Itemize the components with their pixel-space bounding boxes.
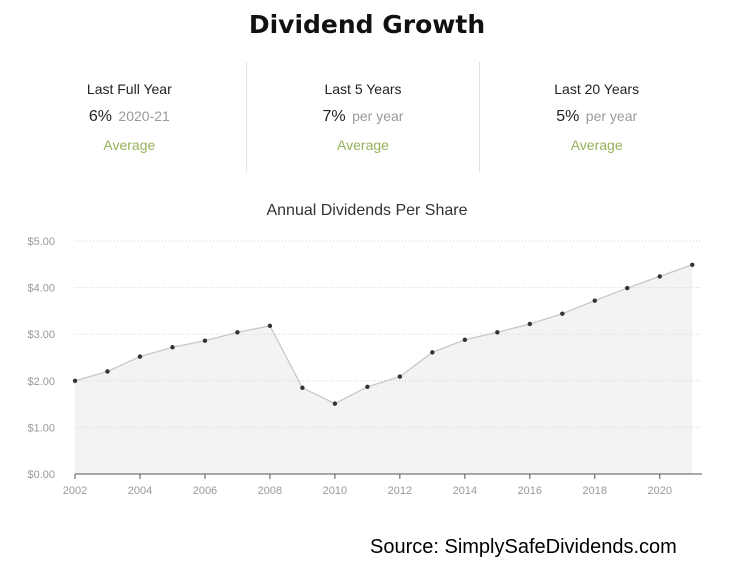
stat-value: 7% — [322, 108, 346, 125]
data-point — [332, 401, 338, 406]
data-point — [462, 337, 468, 342]
y-tick-label: $5.00 — [27, 236, 55, 248]
x-tick-label: 2008 — [258, 485, 282, 497]
x-tick-label: 2014 — [453, 485, 477, 497]
stat-label: Last 20 Years — [554, 81, 640, 97]
x-tick-label: 2010 — [323, 485, 347, 497]
data-point — [560, 311, 565, 316]
y-tick-label: $1.00 — [27, 422, 55, 434]
stat-note: Average — [337, 137, 389, 153]
data-point — [365, 384, 370, 390]
stat-value: 5% — [556, 108, 580, 125]
data-point — [527, 321, 533, 327]
data-point — [105, 369, 110, 374]
stat-value-row: 6% 2020-21 — [13, 108, 246, 128]
stat-note: Average — [103, 137, 156, 153]
data-point — [170, 345, 175, 350]
x-tick-label: 2006 — [193, 485, 217, 497]
stat-label: Last 5 Years — [324, 81, 402, 97]
data-point — [267, 323, 273, 329]
x-tick-label: 2012 — [388, 485, 412, 497]
y-tick-label: $0.00 — [27, 469, 55, 481]
y-tick-label: $2.00 — [27, 376, 55, 388]
stat-value: 6% — [88, 108, 112, 125]
x-tick-label: 2018 — [583, 485, 607, 497]
stat-last-5-years: Last 5 Years 7% per year Average — [245, 62, 480, 172]
data-point — [657, 274, 662, 279]
page-title: Dividend Growth — [248, 10, 486, 39]
data-point — [495, 330, 500, 335]
data-point — [137, 354, 143, 359]
stat-value-row: 5% per year — [480, 108, 713, 128]
data-point — [72, 378, 78, 383]
y-tick-label: $3.00 — [27, 329, 55, 341]
x-tick-label: 2004 — [128, 485, 152, 497]
data-point — [592, 298, 597, 303]
data-point — [690, 262, 695, 267]
stat-label: Last Full Year — [86, 81, 172, 97]
stat-note: Average — [570, 137, 623, 153]
data-point — [202, 338, 208, 343]
y-tick-label: $4.00 — [27, 283, 55, 295]
stat-last-20-years: Last 20 Years 5% per year Average — [479, 62, 713, 172]
data-point — [300, 385, 305, 390]
data-point — [430, 350, 435, 355]
stat-unit: per year — [585, 108, 638, 124]
stat-unit: per year — [352, 108, 404, 124]
x-tick-label: 2020 — [648, 485, 672, 497]
area-fill — [75, 264, 693, 474]
stat-value-row: 7% per year — [247, 108, 480, 128]
data-point — [397, 374, 403, 379]
data-point — [235, 330, 240, 335]
stat-last-full-year: Last Full Year 6% 2020-21 Average — [13, 62, 246, 172]
chart-title: Annual Dividends Per Share — [266, 202, 468, 219]
data-point — [625, 285, 630, 291]
x-tick-label: 2002 — [63, 485, 87, 497]
source-credit: Source: SimplySafeDividends.com — [370, 536, 677, 558]
stats-panel: Last Full Year 6% 2020-21 Average Last 5… — [13, 62, 713, 172]
x-tick-label: 2016 — [518, 485, 542, 497]
series-line — [74, 264, 693, 405]
stat-unit: 2020-21 — [118, 108, 170, 124]
